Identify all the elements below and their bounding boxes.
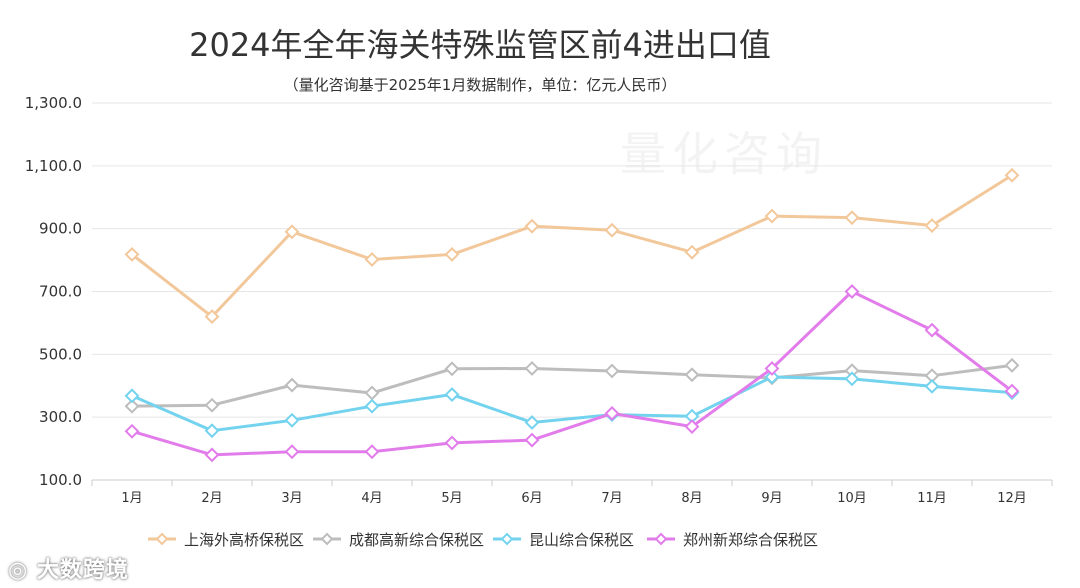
data-point [844,284,860,299]
legend-swatch-marker [500,532,514,546]
data-point [764,361,780,376]
y-tick-label: 900.0 [39,220,82,238]
data-point [444,247,460,262]
data-point [364,385,380,401]
series-line-4 [131,290,1013,457]
y-tick-label: 100.0 [39,471,82,489]
data-point [204,447,220,463]
y-tick-label: 700.0 [39,283,82,301]
data-point [284,377,300,393]
series-line-1 [131,173,1013,319]
watermark-logo: 量化咨询 [620,127,828,181]
legend-label: 成都高新综合保税区 [349,531,484,549]
data-point [444,387,460,402]
data-point [524,361,540,376]
data-point [924,322,940,338]
data-point [524,218,540,234]
data-point [124,388,140,404]
data-point [924,378,940,394]
data-point [284,224,300,240]
y-tick-label: 1,300.0 [25,94,82,112]
x-tick-label: 6月 [521,491,542,506]
data-point [124,423,140,439]
data-point [124,247,140,262]
data-point [364,444,380,460]
data-point [1004,357,1020,373]
x-tick-label: 8月 [681,491,702,506]
legend-swatch-marker [320,532,334,546]
data-point [524,432,540,448]
data-point [444,435,460,451]
legend-swatch-marker [155,532,169,546]
corner-watermark: ◎ 大数跨境 [8,552,129,584]
data-point [124,398,140,414]
chart-title: 2024年全年海关特殊监管区前4进出口值 [189,26,771,64]
data-point [844,210,860,226]
watermark-icon: ◎ [8,558,29,583]
y-tick-label: 300.0 [39,408,82,426]
data-point [684,244,700,260]
x-tick-label: 9月 [761,491,782,506]
legend-swatch-marker [654,532,668,546]
data-point [524,415,540,430]
data-point [764,369,780,385]
x-tick-label: 1月 [121,491,142,506]
data-point [204,397,220,413]
legend-label: 上海外高桥保税区 [184,531,304,549]
data-point [684,419,700,435]
x-tick-label: 4月 [361,491,382,506]
data-point [604,363,620,379]
x-tick-label: 11月 [917,491,947,506]
data-point [204,423,220,439]
legend-label: 郑州新郑综合保税区 [683,531,818,549]
y-tick-label: 1,100.0 [25,157,82,175]
data-point [364,252,380,267]
data-point [924,218,940,233]
x-tick-label: 2月 [201,491,222,506]
series-line-3 [131,375,1013,433]
watermark-text: 大数跨境 [36,558,129,583]
x-tick-label: 7月 [601,491,622,506]
data-point [844,371,860,387]
data-point [604,405,620,421]
series-line-2 [131,363,1013,408]
data-point [204,309,220,325]
x-tick-label: 12月 [997,491,1027,506]
legend-label: 昆山综合保税区 [529,531,634,549]
data-point [604,222,620,238]
x-tick-label: 10月 [837,491,867,506]
data-point [1004,383,1020,399]
chart-subtitle: （量化咨询基于2025年1月数据制作，单位：亿元人民币） [283,76,677,94]
x-tick-label: 5月 [441,491,462,506]
data-point [764,208,780,224]
y-tick-label: 500.0 [39,345,82,363]
data-point [684,367,700,383]
x-tick-label: 3月 [281,491,302,506]
data-point [364,398,380,414]
data-point [1004,167,1020,183]
data-point [284,412,300,428]
data-point [444,361,460,377]
data-point [284,444,300,460]
